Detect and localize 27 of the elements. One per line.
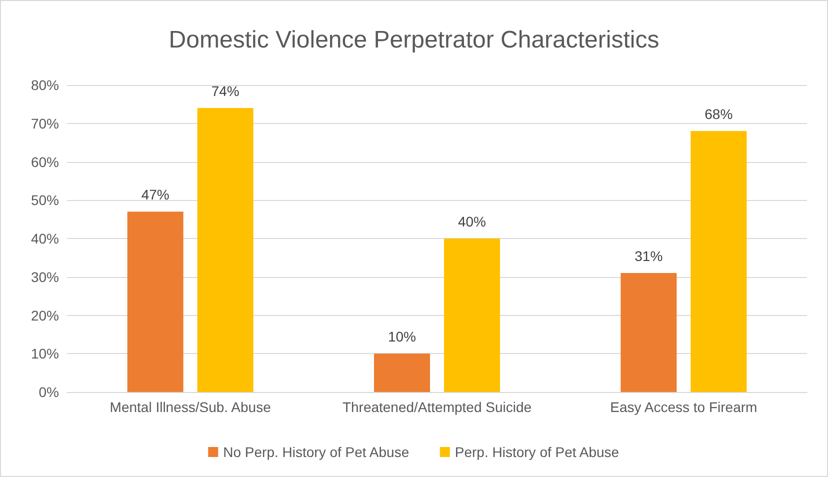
y-tick-label: 0% (38, 384, 59, 400)
legend-label: Perp. History of Pet Abuse (454, 444, 620, 460)
data-label: 68% (704, 106, 733, 122)
y-tick-label: 20% (30, 307, 59, 324)
x-tick-label: Mental Illness/Sub. Abuse (110, 399, 272, 415)
data-label: 74% (211, 83, 240, 100)
data-label: 31% (634, 248, 663, 264)
data-label: 10% (388, 328, 416, 345)
y-tick-label: 50% (30, 192, 59, 208)
y-tick-label: 70% (30, 115, 59, 132)
y-tick-label: 60% (30, 154, 59, 170)
chart-title: Domestic Violence Perpetrator Characteristics (168, 26, 660, 54)
legend-label: No Perp. History of Pet Abuse (223, 444, 410, 460)
bar (197, 108, 254, 392)
bar (127, 212, 184, 392)
bar (620, 273, 677, 392)
y-tick-label: 30% (30, 268, 59, 285)
bar (690, 131, 747, 392)
y-tick-label: 40% (30, 230, 59, 246)
bar (444, 238, 500, 392)
y-tick-label: 80% (30, 77, 59, 93)
data-label: 47% (141, 186, 170, 203)
x-tick-label: Threatened/Attempted Suicide (342, 399, 532, 415)
bar (374, 354, 430, 392)
data-label: 40% (458, 214, 486, 230)
y-tick-label: 10% (30, 346, 59, 362)
x-tick-label: Easy Access to Firearm (610, 399, 758, 415)
